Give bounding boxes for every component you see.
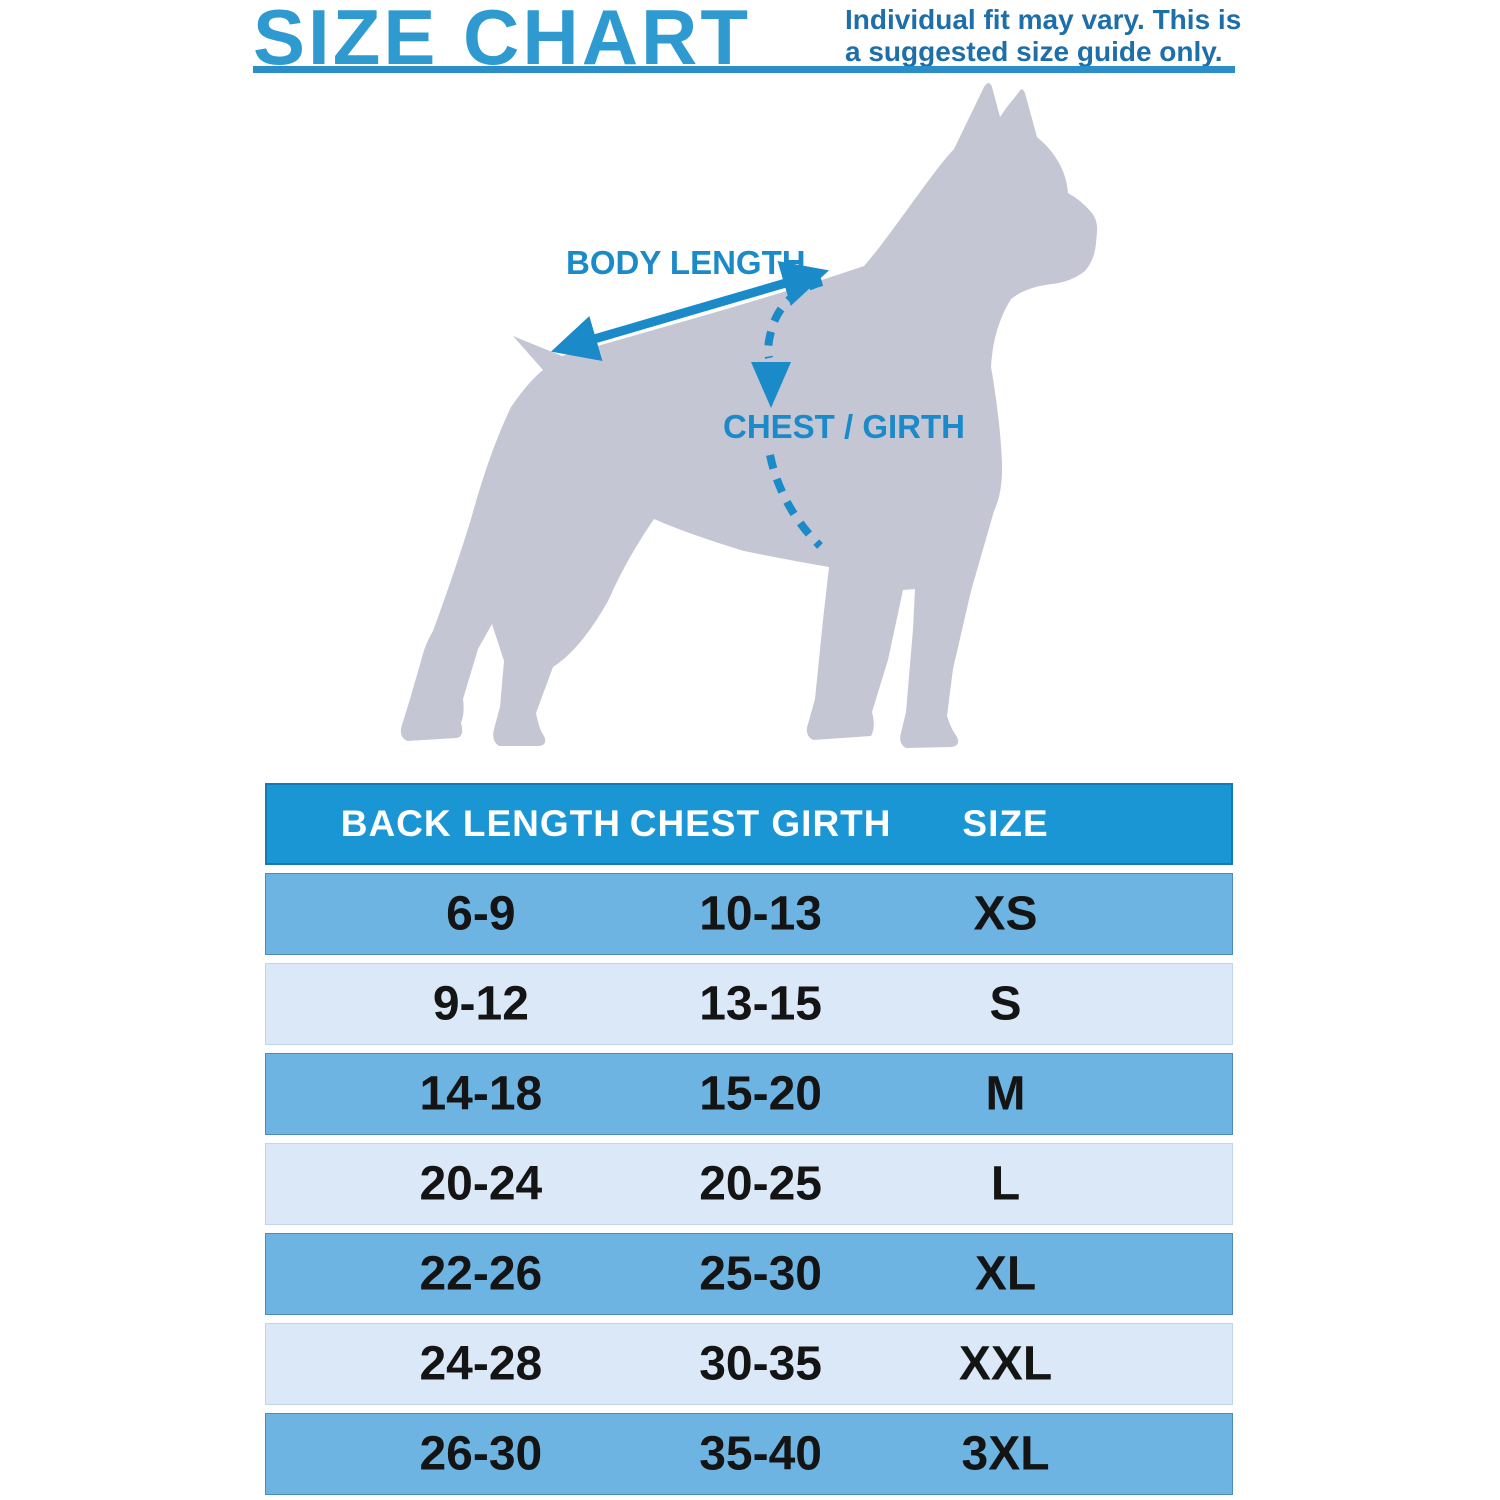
chest-girth-value: 30-35 bbox=[699, 1337, 822, 1391]
back-length-value: 6-9 bbox=[446, 887, 516, 941]
table-row-m: 14-18 15-20 M bbox=[265, 1053, 1233, 1135]
back-length-value: 9-12 bbox=[432, 977, 529, 1031]
chest-girth-value: 20-25 bbox=[699, 1157, 822, 1211]
table-row-l: 20-24 20-25 L bbox=[265, 1143, 1233, 1225]
chest-girth-label: CHEST / GIRTH bbox=[723, 408, 965, 445]
size-table: BACK LENGTH CHEST GIRTH SIZE 6-9 10-13 X… bbox=[265, 783, 1233, 1500]
dog-silhouette-image bbox=[400, 83, 1098, 748]
table-row-xs: 6-9 10-13 XS bbox=[265, 873, 1233, 955]
table-row-s: 9-12 13-15 S bbox=[265, 963, 1233, 1045]
size-value: XL bbox=[974, 1247, 1037, 1301]
fit-disclaimer-line1: Individual fit may vary. This is bbox=[845, 4, 1242, 35]
size-value: XXL bbox=[958, 1337, 1053, 1391]
fit-disclaimer: Individual fit may vary. This is a sugge… bbox=[845, 4, 1265, 68]
chest-girth-dashed-line-lower bbox=[766, 454, 823, 549]
table-row-xxl: 24-28 30-35 XXL bbox=[265, 1323, 1233, 1405]
table-row-3xl: 26-30 35-40 3XL bbox=[265, 1413, 1233, 1495]
back-length-value: 22-26 bbox=[419, 1247, 543, 1301]
back-length-value: 24-28 bbox=[419, 1337, 543, 1391]
chest-girth-dashed-line-upper bbox=[764, 278, 824, 359]
back-length-value: 14-18 bbox=[419, 1067, 543, 1121]
chest-girth-arrowhead-icon bbox=[751, 362, 791, 408]
size-value: L bbox=[990, 1157, 1021, 1211]
column-header-chest-girth: CHEST GIRTH bbox=[629, 803, 892, 844]
table-row-xl: 22-26 25-30 XL bbox=[265, 1233, 1233, 1315]
back-length-value: 20-24 bbox=[419, 1157, 543, 1211]
title-underline bbox=[253, 66, 1235, 73]
size-value: M bbox=[985, 1067, 1026, 1121]
chest-girth-value: 13-15 bbox=[699, 977, 822, 1031]
size-value: 3XL bbox=[961, 1427, 1050, 1481]
size-table-header-row: BACK LENGTH CHEST GIRTH SIZE bbox=[265, 783, 1233, 865]
chest-girth-value: 25-30 bbox=[699, 1247, 822, 1301]
fit-disclaimer-line2: a suggested size guide only. bbox=[845, 36, 1223, 67]
body-length-arrow bbox=[551, 261, 829, 361]
column-header-back-length: BACK LENGTH bbox=[340, 803, 621, 844]
size-value: S bbox=[989, 977, 1022, 1031]
body-length-label: BODY LENGTH bbox=[566, 244, 806, 281]
chest-girth-value: 35-40 bbox=[699, 1427, 822, 1481]
size-value: XS bbox=[973, 887, 1038, 941]
column-header-size: SIZE bbox=[962, 803, 1049, 844]
back-length-value: 26-30 bbox=[419, 1427, 543, 1481]
chest-girth-value: 10-13 bbox=[699, 887, 822, 941]
chest-girth-value: 15-20 bbox=[699, 1067, 822, 1121]
